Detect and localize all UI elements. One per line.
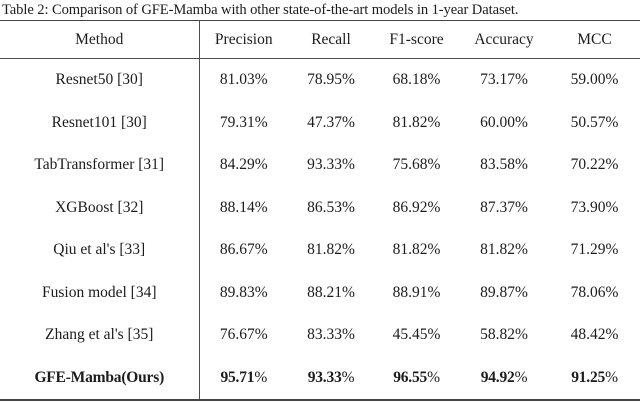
table-row: Zhang et al's [35] 76.67% 83.33% 45.45% …: [0, 314, 640, 357]
value-cell-accuracy: 89.87%: [480, 283, 528, 301]
table-row: Fusion model [34] 89.83% 88.21% 88.91% 8…: [0, 271, 640, 314]
results-table: Method Precision Recall F1-score Accurac…: [0, 20, 640, 401]
value-cell-f1-score: 96.55%: [393, 368, 440, 386]
value-cell-accuracy: 58.82%: [480, 326, 528, 344]
column-header-accuracy: Accuracy: [459, 20, 549, 59]
value-cell-recall: 86.53%: [307, 198, 355, 216]
table-row: Qiu et al's [33] 86.67% 81.82% 81.82% 81…: [0, 229, 640, 272]
method-cell: XGBoost [32]: [0, 186, 200, 229]
value-cell-mcc: 71.29%: [570, 241, 619, 259]
table-caption: Table 2: Comparison of GFE-Mamba with ot…: [2, 2, 519, 18]
value-cell-f1-score: 86.92%: [392, 198, 441, 216]
method-cell: Resnet50 [30]: [0, 58, 200, 102]
value-cell-f1-score: 45.45%: [392, 326, 441, 344]
value-cell-precision: 89.83%: [219, 283, 268, 301]
value-cell-recall: 93.33%: [307, 368, 355, 386]
header-row: Method Precision Recall F1-score Accurac…: [0, 20, 640, 59]
value-cell-precision: 79.31%: [219, 113, 268, 131]
table-row: Resnet50 [30] 81.03% 78.95% 68.18% 73.17…: [0, 58, 640, 102]
method-cell: TabTransformer [31]: [0, 144, 200, 187]
method-cell: Resnet101 [30]: [0, 101, 200, 144]
value-cell-precision: 84.29%: [219, 156, 268, 174]
method-cell: Fusion model [34]: [0, 271, 200, 314]
method-cell: GFE-Mamba(Ours): [0, 356, 200, 400]
value-cell-accuracy: 87.37%: [480, 198, 528, 216]
value-cell-precision: 81.03%: [219, 71, 268, 89]
value-cell-precision: 95.71%: [220, 368, 268, 386]
value-cell-mcc: 91.25%: [571, 368, 618, 386]
value-cell-precision: 88.14%: [219, 198, 268, 216]
value-cell-f1-score: 81.82%: [392, 241, 441, 259]
value-cell-accuracy: 60.00%: [480, 113, 528, 131]
table-body: Resnet50 [30] 81.03% 78.95% 68.18% 73.17…: [0, 58, 640, 400]
value-cell-mcc: 48.42%: [570, 326, 619, 344]
method-cell: Zhang et al's [35]: [0, 314, 200, 357]
value-cell-mcc: 50.57%: [570, 113, 619, 131]
column-header-mcc: MCC: [549, 20, 640, 59]
column-header-f1-score: F1-score: [374, 20, 459, 59]
value-cell-precision: 86.67%: [219, 241, 268, 259]
value-cell-recall: 88.21%: [307, 283, 355, 301]
value-cell-recall: 93.33%: [307, 156, 355, 174]
value-cell-f1-score: 68.18%: [392, 71, 441, 89]
value-cell-mcc: 78.06%: [570, 283, 619, 301]
table-row: GFE-Mamba(Ours) 95.71% 93.33% 96.55% 94.…: [0, 356, 640, 400]
value-cell-mcc: 59.00%: [570, 71, 619, 89]
table-row: TabTransformer [31] 84.29% 93.33% 75.68%…: [0, 144, 640, 187]
column-header-precision: Precision: [199, 20, 288, 59]
column-header-method: Method: [0, 20, 200, 59]
value-cell-recall: 81.82%: [307, 241, 355, 259]
value-cell-recall: 78.95%: [307, 71, 355, 89]
value-cell-mcc: 73.90%: [570, 198, 619, 216]
value-cell-accuracy: 83.58%: [480, 156, 528, 174]
value-cell-accuracy: 81.82%: [480, 241, 528, 259]
method-cell: Qiu et al's [33]: [0, 229, 200, 272]
value-cell-precision: 76.67%: [219, 326, 268, 344]
value-cell-f1-score: 81.82%: [392, 113, 441, 131]
value-cell-accuracy: 94.92%: [480, 368, 528, 386]
value-cell-recall: 47.37%: [307, 113, 355, 131]
table-row: XGBoost [32] 88.14% 86.53% 86.92% 87.37%…: [0, 186, 640, 229]
table-row: Resnet101 [30] 79.31% 47.37% 81.82% 60.0…: [0, 101, 640, 144]
value-cell-f1-score: 75.68%: [392, 156, 441, 174]
column-header-recall: Recall: [288, 20, 374, 59]
value-cell-accuracy: 73.17%: [480, 71, 528, 89]
value-cell-recall: 83.33%: [307, 326, 355, 344]
value-cell-f1-score: 88.91%: [392, 283, 441, 301]
value-cell-mcc: 70.22%: [570, 156, 619, 174]
